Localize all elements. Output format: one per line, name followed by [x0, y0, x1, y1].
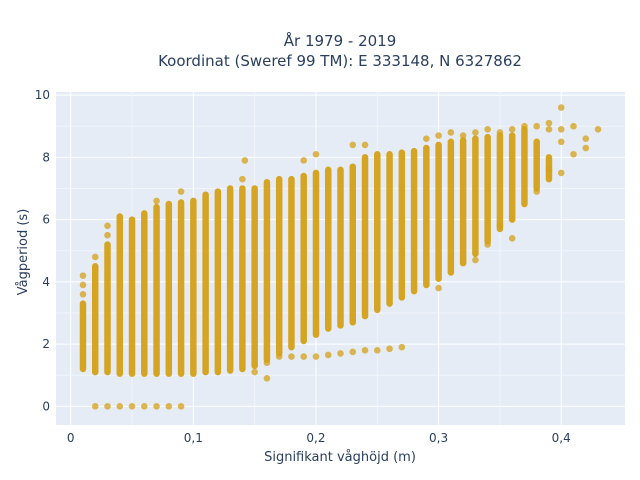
data-point [557, 126, 565, 133]
y-tick-label: 8 [42, 150, 50, 164]
data-point [533, 122, 541, 130]
x-tick-label: 0,3 [429, 431, 448, 445]
x-tick-label: 0,4 [552, 431, 571, 445]
data-point [508, 234, 516, 242]
data-point [545, 166, 553, 174]
chart-title-line2: Koordinat (Sweref 99 TM): E 333148, N 63… [158, 52, 522, 70]
data-point [521, 122, 528, 130]
data-point [312, 353, 320, 360]
data-point [104, 231, 111, 239]
y-tick-label: 6 [42, 213, 50, 227]
data-point [140, 403, 148, 410]
chart-title-line1: År 1979 - 2019 [284, 31, 397, 50]
data-point [275, 353, 283, 360]
y-axis-ticks: 0 2 4 6 8 10 [35, 88, 50, 413]
data-point [557, 138, 565, 146]
y-tick-label: 4 [42, 275, 50, 289]
data-point [373, 347, 381, 354]
data-point [570, 122, 577, 130]
y-tick-label: 2 [42, 337, 50, 351]
data-point [496, 222, 504, 230]
data-point [594, 126, 602, 133]
data-point [349, 348, 357, 356]
data-point [361, 141, 369, 149]
data-point [324, 351, 332, 359]
x-tick-label: 0,2 [306, 431, 325, 445]
x-axis-ticks: 0 0,1 0,2 0,3 0,4 [67, 431, 571, 445]
data-points [79, 104, 602, 410]
data-point [435, 284, 442, 292]
data-point [484, 241, 491, 248]
data-point [472, 129, 479, 136]
y-tick-label: 10 [35, 88, 50, 102]
data-point [545, 126, 553, 133]
data-point [79, 290, 87, 298]
x-axis-title: Signifikant våghöjd (m) [264, 450, 416, 465]
data-point [472, 256, 479, 264]
data-point [300, 353, 308, 360]
data-point [263, 375, 271, 382]
data-point [91, 253, 99, 261]
data-point [312, 150, 320, 158]
data-point [116, 403, 124, 410]
data-point [104, 403, 111, 410]
data-point [177, 188, 185, 195]
data-point [459, 132, 467, 139]
y-tick-label: 0 [42, 399, 50, 413]
data-point [447, 129, 455, 136]
data-point [153, 197, 160, 205]
data-point [128, 403, 136, 410]
data-point [239, 175, 246, 183]
data-point [484, 126, 491, 133]
data-point [177, 403, 185, 410]
data-point [104, 222, 111, 230]
data-point [557, 169, 565, 177]
data-point [79, 281, 87, 289]
data-point [349, 141, 357, 149]
data-point [386, 345, 393, 353]
data-point [251, 368, 258, 376]
data-point [582, 135, 590, 142]
data-point [496, 129, 504, 136]
data-point [570, 150, 577, 158]
data-point [361, 347, 369, 354]
data-point [241, 157, 249, 164]
data-point [79, 272, 87, 279]
data-point [398, 343, 406, 351]
data-point [263, 359, 271, 367]
data-point [508, 126, 516, 133]
x-tick-label: 0,1 [184, 431, 203, 445]
x-tick-label: 0 [67, 431, 75, 445]
data-point [337, 350, 344, 357]
data-point [91, 403, 99, 410]
data-point [423, 135, 430, 142]
data-point [545, 119, 553, 127]
data-point [533, 188, 541, 195]
data-point [435, 132, 442, 139]
y-axis-title: Vågperiod (s) [16, 209, 31, 296]
data-point [300, 157, 308, 164]
data-point [582, 144, 590, 152]
data-point [557, 104, 565, 111]
data-point [165, 403, 173, 410]
data-point [153, 403, 160, 410]
data-point [288, 353, 295, 360]
